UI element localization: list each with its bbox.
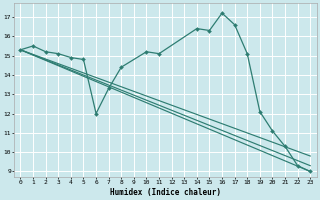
X-axis label: Humidex (Indice chaleur): Humidex (Indice chaleur) xyxy=(110,188,221,197)
